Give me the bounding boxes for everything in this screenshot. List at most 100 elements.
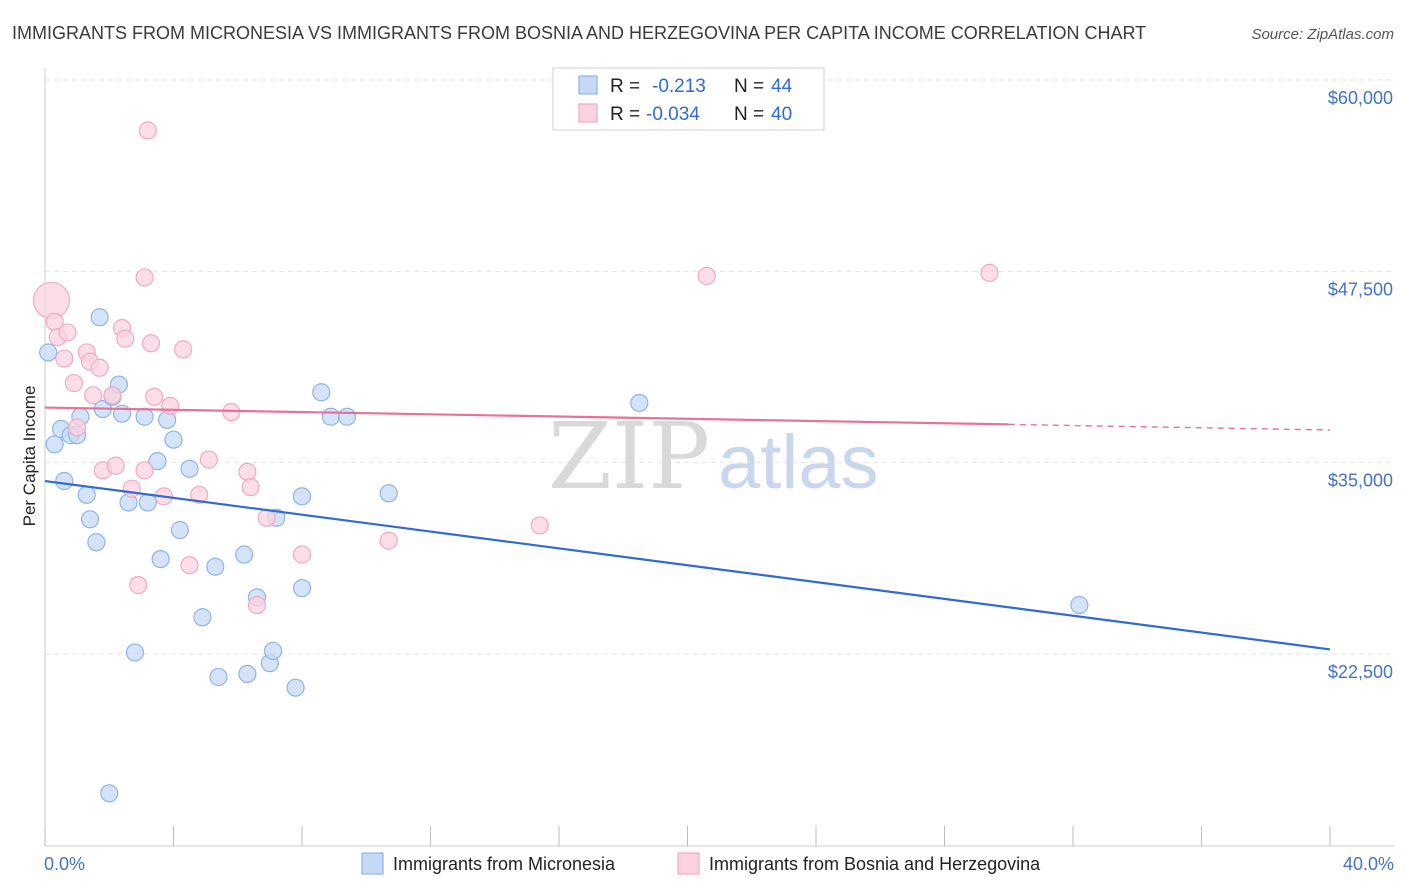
micronesia-point: [292, 487, 312, 506]
bosnia-point: [180, 556, 199, 575]
stats-legend-box: [552, 67, 825, 131]
bosnia-trend-line: [44, 406, 1009, 426]
y-tick-label: $47,500: [1328, 279, 1393, 299]
micronesia-point: [135, 407, 154, 426]
bosnia-point: [292, 545, 312, 564]
legend-swatch-bosnia: [677, 852, 700, 875]
bosnia-point: [241, 478, 260, 497]
stats-n-label-2: N =: [734, 104, 764, 125]
stats-r-value-2: -0.034: [646, 104, 700, 125]
series-legend: Immigrants from Micronesia Immigrants fr…: [361, 852, 1041, 875]
bosnia-point: [138, 121, 157, 140]
stats-r-label-1: R =: [610, 76, 640, 97]
micronesia-point: [235, 545, 254, 564]
micronesia-point: [337, 407, 357, 426]
stats-legend: R = -0.213 N = 44 R = -0.034 N = 40: [552, 67, 825, 131]
micronesia-point: [170, 520, 190, 540]
micronesia-trend-line: [44, 479, 1331, 651]
stats-swatch-bosnia: [578, 103, 598, 123]
bosnia-point: [697, 266, 716, 286]
bosnia-point: [84, 386, 103, 405]
bosnia-point: [103, 386, 122, 405]
stats-n-value-2: 40: [771, 104, 792, 125]
bosnia-point: [135, 461, 154, 480]
bosnia-point: [116, 329, 135, 348]
bosnia-point: [174, 340, 193, 359]
stats-r-value-1: -0.213: [652, 76, 706, 97]
y-tick-label: $60,000: [1328, 88, 1393, 108]
micronesia-point: [321, 407, 341, 426]
micronesia-point: [80, 510, 100, 529]
micronesia-point: [630, 393, 649, 413]
micronesia-point: [148, 452, 167, 471]
bosnia-point: [141, 334, 161, 353]
micronesia-point: [263, 641, 283, 661]
bosnia-point: [90, 358, 109, 377]
bosnia-point: [980, 263, 999, 282]
stats-n-value-1: 44: [771, 76, 793, 97]
bosnia-point: [55, 349, 74, 368]
micronesia-point: [39, 343, 58, 362]
bosnia-point: [222, 403, 241, 422]
bosnia-point: [190, 485, 209, 504]
bosnia-point: [64, 373, 84, 393]
micronesia-point: [138, 493, 157, 512]
x-tick-label-min: 0.0%: [44, 854, 85, 874]
micronesia-point: [151, 549, 170, 569]
legend-swatch-micronesia: [361, 852, 384, 875]
bosnia-point: [145, 387, 164, 406]
bosnia-point: [32, 281, 71, 320]
bosnia-point: [68, 418, 87, 437]
micronesia-point: [209, 667, 228, 687]
y-axis-title: Per Capita Income: [20, 386, 39, 527]
y-axis-tick-labels: $60,000 $47,500 $35,000 $22,500: [1328, 88, 1393, 682]
bosnia-point: [135, 268, 154, 287]
bosnia-point: [199, 450, 218, 469]
micronesia-point: [1070, 595, 1089, 615]
chart-title: IMMIGRANTS FROM MICRONESIA VS IMMIGRANTS…: [12, 23, 1146, 43]
micronesia-point: [286, 678, 305, 697]
micronesia-point: [238, 664, 257, 683]
x-axis-ticks: [44, 826, 1331, 846]
micronesia-point: [90, 308, 109, 327]
bosnia-point: [530, 516, 549, 535]
micronesia-point: [164, 430, 183, 449]
micronesia-point: [206, 557, 225, 576]
micronesia-point: [45, 435, 64, 454]
micronesia-point: [180, 459, 199, 478]
micronesia-point: [77, 485, 96, 504]
micronesia-point: [379, 484, 398, 503]
x-tick-label-max: 40.0%: [1343, 854, 1394, 874]
micronesia-point: [193, 608, 212, 627]
micronesia-point: [100, 784, 119, 803]
watermark-zip: ZIP: [548, 403, 710, 510]
bosnia-point: [58, 323, 77, 342]
bosnia-point: [161, 396, 180, 416]
bosnia-point: [247, 595, 267, 615]
bosnia-point: [106, 456, 125, 475]
stats-r-label-2: R =: [610, 104, 640, 125]
micronesia-point: [87, 533, 106, 552]
stats-swatch-micronesia: [578, 75, 598, 95]
series-micronesia-points: [39, 308, 1089, 803]
bosnia-trend-extension: [1008, 423, 1331, 431]
bosnia-point: [122, 479, 141, 498]
bosnia-point: [379, 531, 398, 550]
micronesia-point: [55, 471, 74, 491]
stats-n-label-1: N =: [734, 76, 764, 97]
micronesia-point: [125, 643, 145, 662]
y-tick-label: $35,000: [1328, 471, 1393, 491]
legend-label-bosnia: Immigrants from Bosnia and Herzegovina: [709, 854, 1041, 874]
watermark-atlas: atlas: [718, 420, 879, 505]
micronesia-point: [292, 579, 312, 598]
chart-source: Source: ZipAtlas.com: [1251, 26, 1394, 43]
micronesia-point: [312, 383, 331, 402]
bosnia-point: [238, 462, 257, 481]
series-bosnia-points: [32, 121, 999, 615]
bosnia-point: [129, 576, 148, 595]
gridlines: [45, 79, 1394, 655]
legend-label-micronesia: Immigrants from Micronesia: [393, 854, 616, 874]
trend-lines: [44, 406, 1331, 651]
y-tick-label: $22,500: [1328, 662, 1393, 682]
